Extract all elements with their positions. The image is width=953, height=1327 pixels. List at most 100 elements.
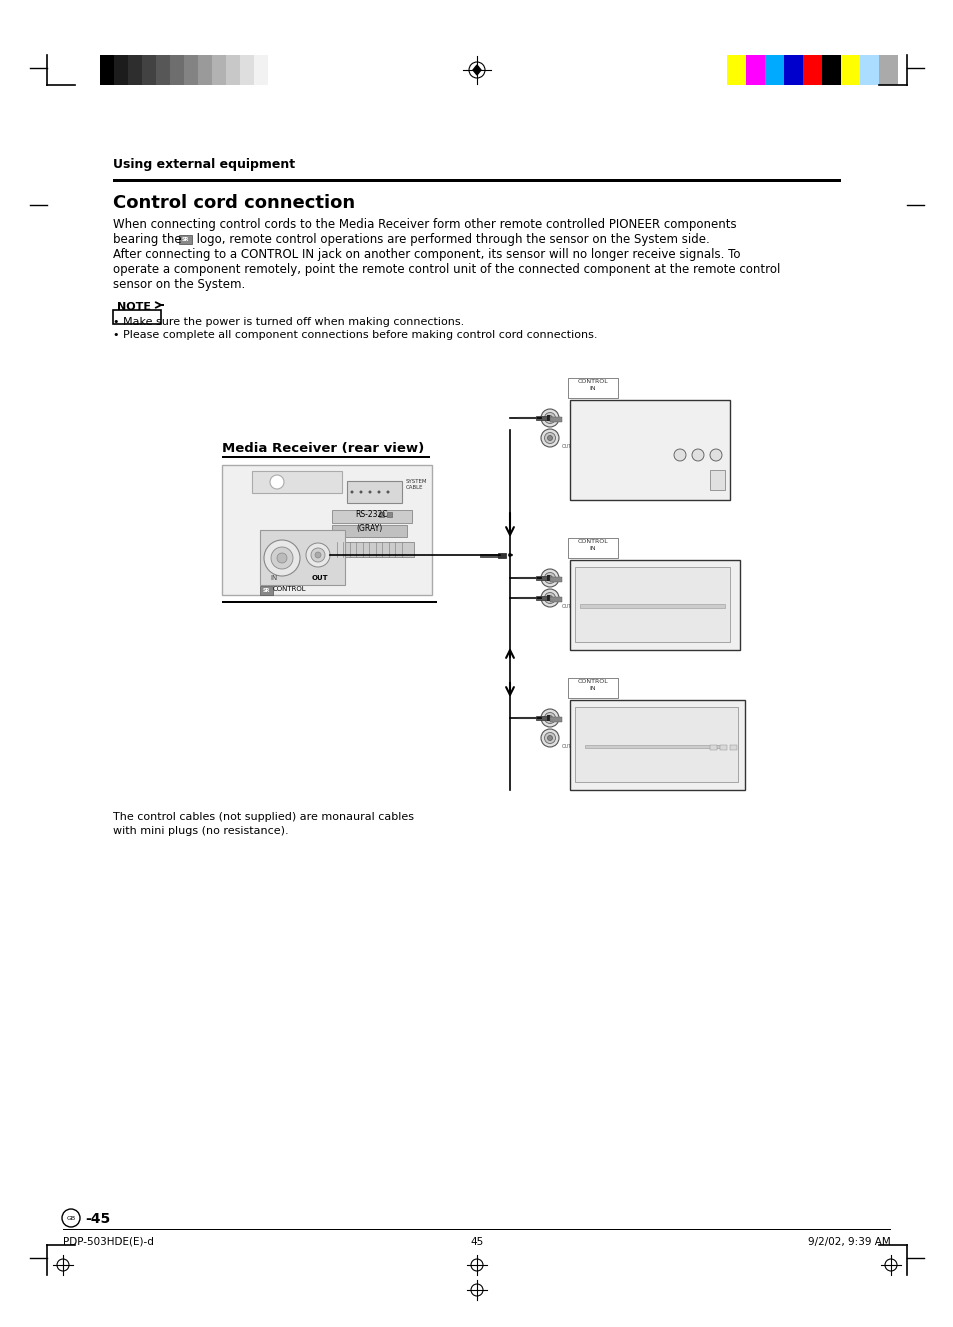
Circle shape	[547, 435, 552, 441]
Text: OUT: OUT	[561, 445, 572, 449]
Bar	[497, 552, 505, 557]
Text: The control cables (not supplied) are monaural cables: The control cables (not supplied) are mo…	[112, 812, 414, 821]
Bar	[841, 54, 859, 85]
Text: CABLE: CABLE	[406, 484, 423, 490]
Text: 9/2/02, 9:39 AM: 9/2/02, 9:39 AM	[807, 1237, 890, 1247]
Circle shape	[673, 449, 685, 460]
Bar	[226, 54, 240, 85]
Text: PDP-503HDE(E)-d: PDP-503HDE(E)-d	[63, 1237, 153, 1247]
Circle shape	[271, 547, 293, 569]
Circle shape	[350, 491, 354, 494]
Bar	[479, 553, 497, 556]
Circle shape	[507, 553, 512, 557]
Bar	[100, 54, 113, 85]
Text: bearing the    logo, remote control operations are performed through the sensor : bearing the logo, remote control operati…	[112, 234, 709, 245]
Bar	[764, 54, 783, 85]
Text: Media Receiver (rear view): Media Receiver (rear view)	[222, 442, 424, 455]
Circle shape	[544, 592, 555, 604]
Bar	[720, 744, 726, 750]
Circle shape	[540, 409, 558, 427]
Bar	[579, 604, 724, 608]
Text: (GRAY): (GRAY)	[356, 524, 383, 533]
Text: 45: 45	[470, 1237, 483, 1247]
Bar	[332, 510, 412, 523]
Circle shape	[544, 572, 555, 584]
Bar	[156, 54, 170, 85]
Circle shape	[547, 735, 552, 740]
Bar	[347, 480, 401, 503]
Circle shape	[311, 548, 325, 563]
Bar	[729, 744, 737, 750]
Bar	[745, 54, 764, 85]
Bar	[546, 715, 550, 721]
Circle shape	[544, 433, 555, 443]
Circle shape	[276, 553, 287, 563]
Bar	[334, 541, 414, 557]
Text: with mini plugs (no resistance).: with mini plugs (no resistance).	[112, 825, 289, 836]
Circle shape	[547, 415, 552, 421]
Text: -45: -45	[85, 1212, 111, 1226]
Bar	[546, 594, 550, 601]
Text: • Please complete all component connections before making control cord connectio: • Please complete all component connecti…	[112, 330, 597, 340]
Text: • Make sure the power is turned off when making connections.: • Make sure the power is turned off when…	[112, 317, 464, 326]
Bar	[222, 455, 430, 458]
Bar	[222, 601, 436, 602]
Text: SR: SR	[263, 588, 270, 592]
Circle shape	[540, 729, 558, 747]
Bar	[142, 54, 156, 85]
Circle shape	[547, 596, 552, 601]
Bar	[550, 597, 561, 601]
Circle shape	[540, 589, 558, 606]
Bar	[575, 707, 738, 782]
Bar	[332, 525, 407, 537]
Bar	[859, 54, 878, 85]
Circle shape	[62, 1209, 80, 1227]
Bar	[253, 54, 268, 85]
Bar	[112, 311, 161, 324]
Bar	[112, 179, 841, 182]
Text: RS-232C: RS-232C	[355, 510, 388, 519]
Bar	[569, 701, 744, 790]
Circle shape	[540, 429, 558, 447]
Bar	[726, 54, 745, 85]
Bar	[567, 378, 618, 398]
Bar	[128, 54, 142, 85]
Bar	[240, 54, 253, 85]
Bar	[252, 471, 341, 494]
Bar	[567, 537, 618, 557]
Text: IN: IN	[589, 545, 596, 551]
Bar	[575, 567, 729, 642]
Circle shape	[691, 449, 703, 460]
Bar	[802, 54, 821, 85]
Bar	[536, 596, 547, 600]
Text: Using external equipment: Using external equipment	[112, 158, 294, 171]
Bar	[783, 54, 802, 85]
Bar	[212, 54, 226, 85]
Circle shape	[270, 475, 284, 490]
Circle shape	[377, 491, 380, 494]
Bar	[387, 512, 392, 518]
Bar	[260, 529, 345, 585]
Circle shape	[264, 540, 299, 576]
Bar	[536, 415, 547, 421]
Bar	[260, 587, 273, 594]
Bar	[569, 399, 729, 500]
Circle shape	[306, 543, 330, 567]
Circle shape	[709, 449, 721, 460]
Text: NOTE: NOTE	[117, 303, 151, 312]
Bar	[546, 575, 550, 581]
Bar	[536, 717, 547, 721]
Text: GB: GB	[67, 1216, 75, 1221]
Text: CONTROL: CONTROL	[577, 539, 608, 544]
Circle shape	[314, 552, 320, 557]
Text: IN: IN	[589, 386, 596, 391]
Bar	[546, 415, 550, 421]
Text: CONTROL: CONTROL	[577, 380, 608, 384]
Text: SYSTEM: SYSTEM	[406, 479, 427, 484]
Circle shape	[540, 569, 558, 587]
Circle shape	[368, 491, 371, 494]
Text: SR: SR	[182, 238, 189, 242]
Text: sensor on the System.: sensor on the System.	[112, 277, 245, 291]
Bar	[709, 470, 724, 490]
Bar	[198, 54, 212, 85]
